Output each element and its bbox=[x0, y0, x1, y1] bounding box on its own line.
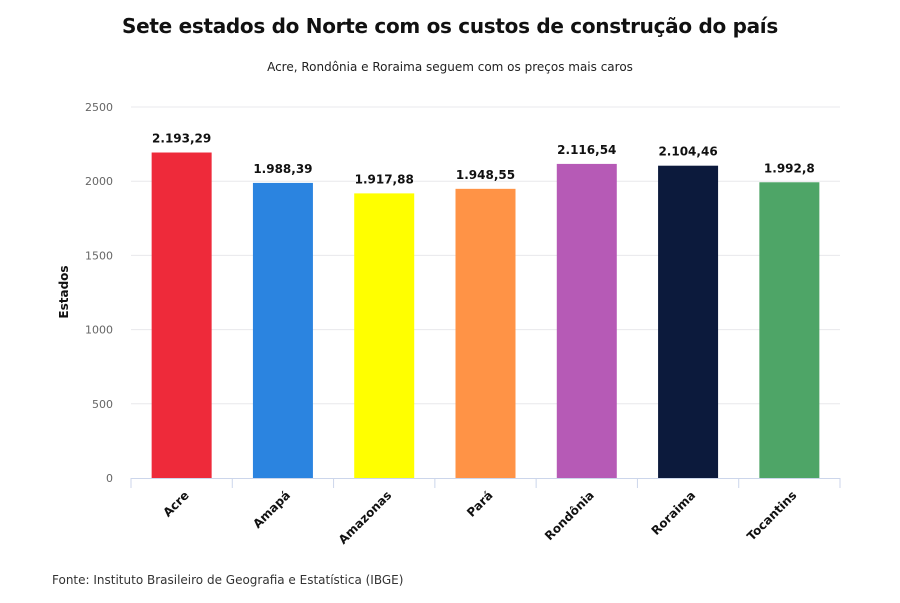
y-tick-label: 2500 bbox=[85, 101, 113, 114]
bar bbox=[455, 188, 516, 478]
data-label: 1.948,55 bbox=[456, 168, 515, 182]
source-note: Fonte: Instituto Brasileiro de Geografia… bbox=[52, 573, 404, 587]
data-label: 1.917,88 bbox=[355, 172, 414, 186]
y-tick-label: 0 bbox=[106, 472, 113, 485]
chart-title: Sete estados do Norte com os custos de c… bbox=[122, 14, 778, 38]
bars: 2.193,29 1.988,39 1.917,88 1.948,55 2.116,54… bbox=[151, 132, 820, 479]
x-tick-label: Tocantins bbox=[744, 488, 799, 543]
y-tick-label: 1000 bbox=[85, 324, 113, 337]
y-axis-ticks: 0 500 1000 1500 2000 2500 bbox=[85, 101, 113, 485]
data-label: 2.104,46 bbox=[658, 145, 717, 159]
x-tick-label: Acre bbox=[160, 488, 191, 519]
bar bbox=[658, 165, 719, 479]
data-label: 2.193,29 bbox=[152, 132, 211, 146]
x-tick-label: Pará bbox=[464, 488, 496, 520]
y-tick-label: 500 bbox=[92, 398, 113, 411]
bar bbox=[151, 152, 212, 479]
y-tick-label: 1500 bbox=[85, 249, 113, 262]
data-label: 1.992,8 bbox=[764, 161, 815, 175]
bar bbox=[759, 182, 820, 478]
bar bbox=[252, 182, 313, 479]
y-tick-label: 2000 bbox=[85, 175, 113, 188]
x-tick-label: Amapá bbox=[250, 488, 293, 531]
x-tick-label: Roraima bbox=[649, 488, 699, 538]
x-tick-label: Rondônia bbox=[542, 488, 597, 543]
bar bbox=[354, 193, 415, 479]
x-axis: Acre Amapá Amazonas Pará Rondônia Roraima Toca… bbox=[130, 478, 841, 547]
y-axis-label: Estados bbox=[57, 265, 71, 318]
bar bbox=[556, 163, 617, 478]
chart-subtitle: Acre, Rondônia e Roraima seguem com os p… bbox=[267, 60, 633, 74]
data-label: 1.988,39 bbox=[253, 162, 312, 176]
x-tick-label: Amazonas bbox=[336, 488, 395, 547]
data-label: 2.116,54 bbox=[557, 143, 616, 157]
